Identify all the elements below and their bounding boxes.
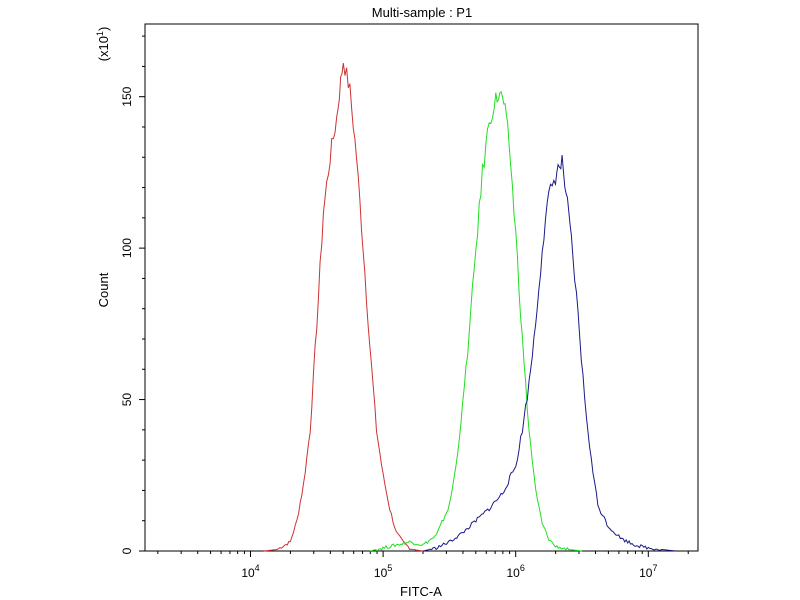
- y-axis-ticks: 0 50 100 150: [120, 35, 145, 554]
- y-multiplier-suffix: ): [96, 27, 111, 31]
- x-tick-base: 10: [507, 566, 521, 580]
- plot-frame: [144, 23, 699, 552]
- y-multiplier-label: (x101): [95, 27, 111, 62]
- x-tick-exponent: 6: [520, 563, 525, 573]
- x-tick-label: 106: [507, 563, 525, 580]
- x-axis-label: FITC-A: [400, 584, 442, 599]
- y-tick-label: 50: [120, 393, 134, 407]
- series-line-0: [263, 63, 423, 552]
- x-tick-label: 104: [241, 563, 259, 580]
- y-tick-label: 100: [120, 238, 134, 258]
- x-tick-label: 107: [639, 563, 657, 580]
- y-multiplier-exponent: 1: [95, 31, 105, 36]
- series-line-1: [369, 90, 583, 552]
- x-tick-base: 10: [639, 566, 653, 580]
- series-line-2: [422, 155, 677, 552]
- x-tick-exponent: 7: [652, 563, 657, 573]
- y-tick-label: 150: [120, 86, 134, 106]
- x-tick-label: 105: [374, 563, 392, 580]
- chart-title: Multi-sample : P1: [372, 5, 472, 20]
- y-multiplier-prefix: (x10: [96, 36, 111, 61]
- series-layer: [263, 63, 677, 552]
- y-tick-label: 0: [120, 547, 134, 554]
- x-tick-exponent: 4: [255, 563, 260, 573]
- x-axis-ticks: 104 105 106 107: [157, 551, 689, 580]
- x-tick-exponent: 5: [387, 563, 392, 573]
- x-tick-base: 10: [374, 566, 388, 580]
- x-tick-base: 10: [241, 566, 255, 580]
- y-axis-label: Count: [96, 272, 111, 307]
